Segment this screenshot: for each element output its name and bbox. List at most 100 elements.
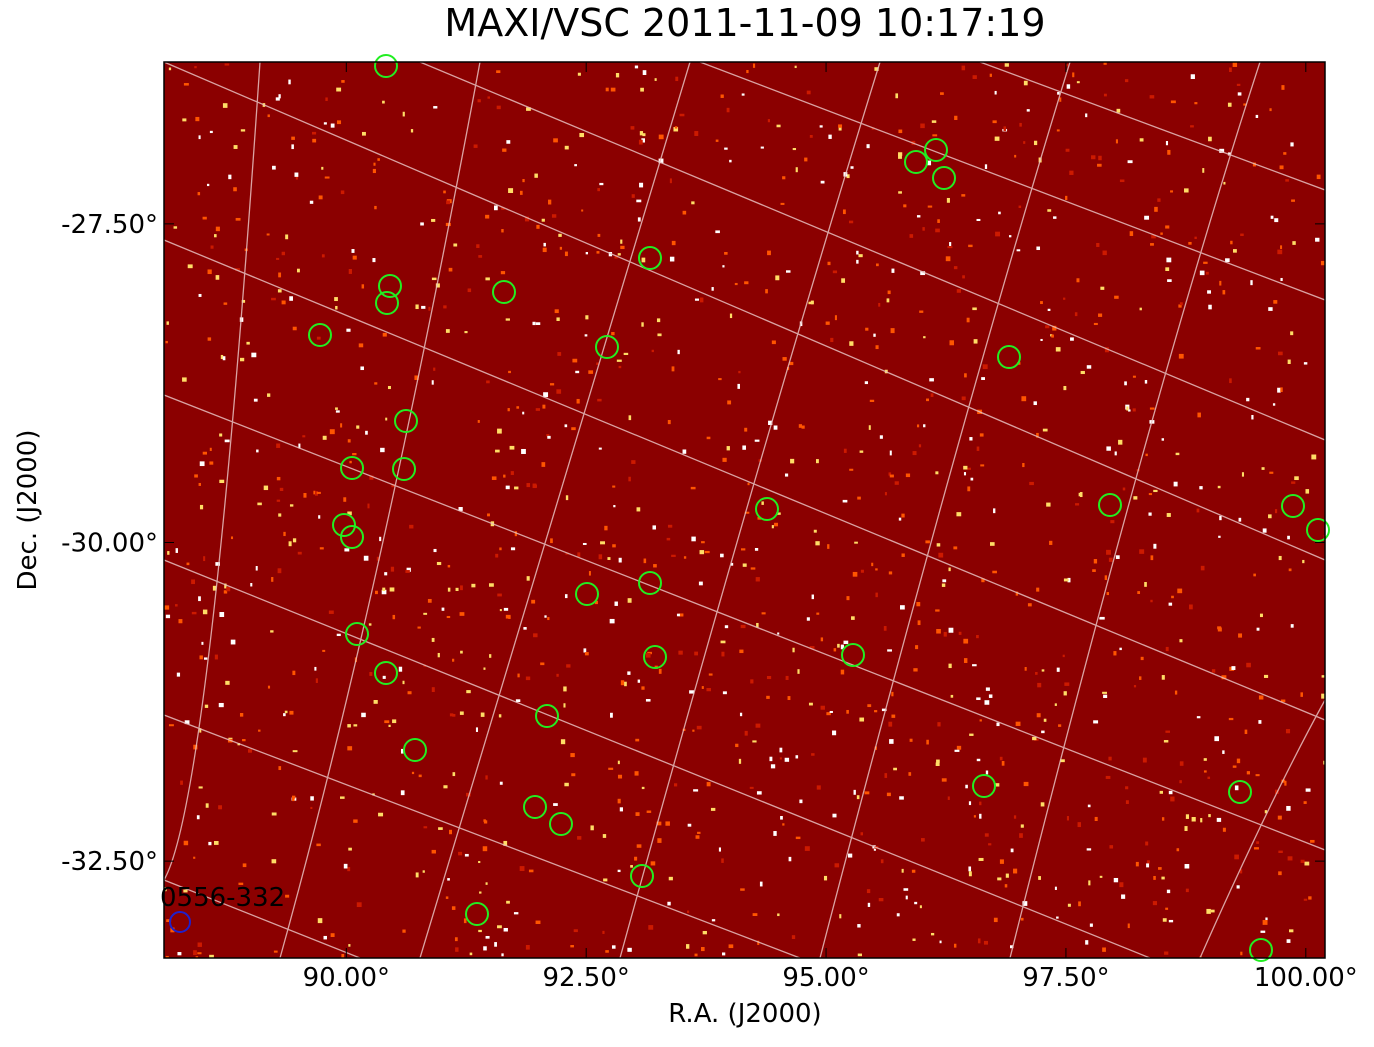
speckle [478, 929, 482, 933]
speckle [1236, 83, 1241, 86]
speckle [376, 556, 380, 561]
speckle [1194, 236, 1197, 240]
speckle [1166, 513, 1171, 517]
speckle [901, 553, 905, 557]
speckle [698, 581, 703, 586]
speckle [339, 796, 345, 799]
speckle [485, 935, 490, 939]
speckle [263, 485, 269, 491]
speckle [930, 932, 935, 936]
speckle [809, 134, 813, 138]
speckle [900, 605, 905, 610]
speckle [1315, 237, 1320, 242]
speckle [577, 836, 582, 840]
speckle [1167, 279, 1172, 282]
speckle [1108, 557, 1113, 562]
speckle [1179, 780, 1182, 784]
speckle [330, 123, 335, 128]
source-circle [378, 274, 402, 298]
speckle [460, 650, 463, 654]
speckle [816, 785, 821, 790]
speckle [1165, 907, 1169, 910]
speckle [667, 524, 673, 528]
speckle [349, 460, 352, 464]
speckle [1126, 406, 1129, 411]
speckle [969, 733, 974, 736]
speckle [1302, 559, 1305, 564]
speckle [377, 158, 380, 161]
speckle [699, 550, 705, 555]
speckle [452, 658, 455, 662]
speckle [990, 542, 995, 546]
speckle [643, 558, 647, 564]
speckle [767, 119, 770, 123]
source-circle [332, 513, 356, 537]
speckle [720, 640, 726, 644]
speckle [381, 589, 387, 595]
speckle [627, 947, 632, 952]
speckle [585, 315, 589, 320]
speckle [1162, 918, 1167, 922]
speckle [948, 627, 954, 633]
speckle [1125, 786, 1129, 790]
speckle [533, 633, 538, 638]
speckle [1074, 312, 1078, 317]
speckle [646, 810, 652, 813]
speckle [889, 450, 892, 456]
speckle [588, 370, 594, 374]
speckle [1202, 168, 1205, 173]
speckle [1075, 503, 1080, 506]
speckle [830, 337, 834, 343]
speckle [303, 493, 307, 498]
speckle [1199, 270, 1205, 276]
speckle [1013, 815, 1017, 819]
speckle [901, 513, 905, 518]
speckle [981, 578, 985, 583]
speckle [985, 770, 989, 775]
speckle [896, 913, 900, 917]
speckle [1205, 271, 1209, 275]
speckle [284, 710, 288, 714]
speckle [604, 525, 608, 531]
speckle [726, 446, 730, 451]
speckle [343, 497, 347, 502]
speckle [218, 805, 223, 810]
speckle [1262, 528, 1267, 533]
speckle [1258, 695, 1264, 700]
speckle [1122, 487, 1126, 491]
speckle [242, 863, 247, 868]
speckle [967, 467, 971, 470]
speckle [1096, 242, 1100, 247]
speckle [1056, 667, 1060, 672]
speckle [1288, 568, 1292, 572]
speckle [340, 423, 343, 428]
speckle [627, 598, 632, 603]
speckle [1118, 439, 1123, 445]
speckle [1023, 80, 1028, 86]
speckle [389, 587, 395, 592]
speckle [431, 687, 435, 693]
speckle [756, 622, 759, 628]
speckle [1033, 401, 1037, 406]
speckle [1046, 502, 1051, 507]
source-circle [1306, 518, 1330, 542]
source-circle [1249, 938, 1273, 962]
speckle [608, 767, 614, 770]
speckle [1047, 308, 1051, 312]
speckle [1200, 818, 1203, 823]
speckle [467, 288, 472, 293]
speckle [526, 107, 531, 111]
speckle [464, 853, 469, 857]
speckle [214, 234, 217, 238]
speckle [773, 831, 777, 836]
speckle [795, 755, 799, 759]
speckle [1116, 108, 1121, 113]
speckle [315, 678, 318, 683]
speckle [199, 728, 202, 733]
speckle [954, 749, 960, 752]
speckle [1203, 261, 1208, 264]
speckle [203, 556, 206, 562]
speckle [241, 299, 246, 303]
speckle [905, 895, 908, 900]
speckle [1133, 496, 1138, 500]
